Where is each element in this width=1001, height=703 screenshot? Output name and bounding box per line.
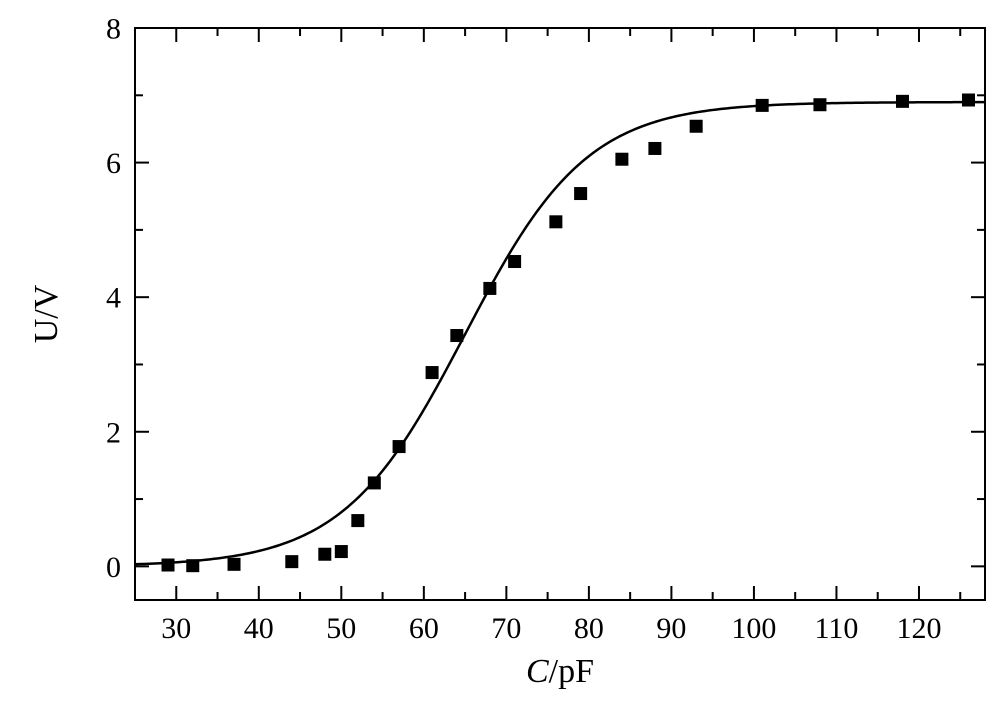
- data-point: [450, 329, 463, 342]
- data-point: [648, 142, 661, 155]
- data-point: [426, 366, 439, 379]
- data-point: [549, 215, 562, 228]
- data-point: [962, 94, 975, 107]
- data-point: [813, 98, 826, 111]
- x-tick-label: 100: [731, 612, 776, 645]
- data-point: [186, 559, 199, 572]
- x-tick-label: 40: [244, 612, 274, 645]
- data-point: [368, 476, 381, 489]
- data-point: [615, 153, 628, 166]
- x-tick-label: 110: [815, 612, 859, 645]
- x-tick-label: 30: [161, 612, 191, 645]
- chart-svg: 30 40 50 60 70 80 90 100 110 120 0 2 4 6 8 C/pF U/V: [0, 0, 1001, 703]
- data-point: [393, 440, 406, 453]
- data-point: [351, 514, 364, 527]
- data-point: [335, 545, 348, 558]
- y-tick-label: 8: [106, 13, 121, 46]
- data-point: [285, 555, 298, 568]
- x-axis-label: C/pF: [526, 653, 594, 690]
- x-tick-label: 90: [656, 612, 686, 645]
- data-point: [690, 120, 703, 133]
- x-tick-label: 120: [896, 612, 941, 645]
- data-point: [483, 282, 496, 295]
- uv-vs-capacitance-chart: 30 40 50 60 70 80 90 100 110 120 0 2 4 6 8 C/pF U/V: [0, 0, 1001, 703]
- x-tick-label: 50: [326, 612, 356, 645]
- data-point: [228, 558, 241, 571]
- data-point: [318, 548, 331, 561]
- x-tick-label: 60: [409, 612, 439, 645]
- data-point: [508, 255, 521, 268]
- x-tick-label: 80: [574, 612, 604, 645]
- y-axis-label: U/V: [28, 284, 65, 343]
- data-point: [756, 99, 769, 112]
- x-tick-label: 70: [491, 612, 521, 645]
- data-point: [574, 187, 587, 200]
- data-point: [896, 95, 909, 108]
- y-tick-label: 4: [106, 282, 121, 315]
- data-point: [162, 559, 175, 572]
- y-tick-label: 6: [106, 147, 121, 180]
- y-tick-label: 0: [106, 551, 121, 584]
- y-tick-label: 2: [106, 416, 121, 449]
